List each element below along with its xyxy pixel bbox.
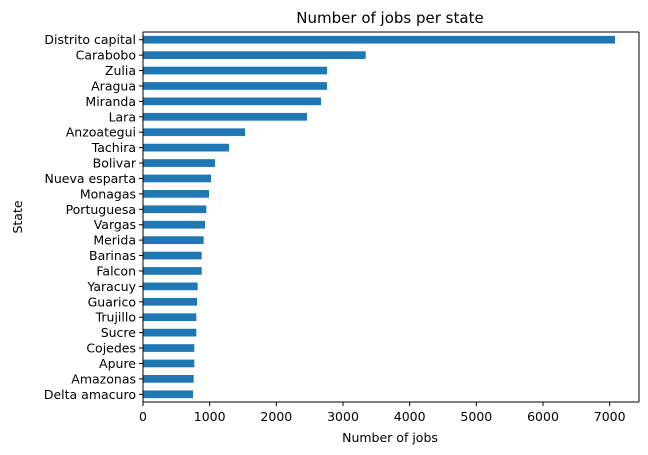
y-tick-label: Falcon — [96, 263, 136, 278]
y-tick-label: Delta amacuro — [44, 387, 136, 402]
x-tick-label: 0 — [139, 409, 147, 424]
bar-yaracuy — [143, 282, 198, 291]
bar-miranda — [143, 97, 321, 106]
x-tick-label: 6000 — [527, 409, 559, 424]
y-tick-label: Carabobo — [76, 48, 136, 63]
bar-sucre — [143, 328, 197, 337]
bar-lara — [143, 112, 307, 121]
bar-nueva-esparta — [143, 174, 211, 183]
y-tick-label: Vargas — [94, 217, 136, 232]
bar-carabobo — [143, 51, 366, 59]
y-tick-label: Cojedes — [86, 341, 136, 356]
y-tick-label: Monagas — [80, 186, 136, 201]
bar-portuguesa — [143, 205, 207, 214]
bar-amazonas — [143, 375, 194, 383]
x-tick-label: 1000 — [194, 409, 226, 424]
x-tick-label: 3000 — [327, 409, 359, 424]
y-tick-label: Tachira — [91, 140, 136, 155]
bar-apure — [143, 359, 195, 368]
bars-group — [143, 35, 615, 399]
x-axis-ticks: 0 1000 2000 3000 4000 5000 6000 7000 — [139, 402, 626, 424]
x-axis-title: Number of jobs — [342, 430, 438, 445]
bar-cojedes — [143, 344, 195, 352]
y-tick-label: Distrito capital — [44, 32, 136, 47]
bar-vargas — [143, 220, 205, 229]
bar-zulia — [143, 66, 327, 75]
y-axis-ticks: Distrito capitalCaraboboZuliaAraguaMiran… — [44, 32, 143, 402]
bar-merida — [143, 236, 204, 244]
x-tick-label: 4000 — [394, 409, 426, 424]
bar-bolivar — [143, 159, 215, 167]
bar-distrito-capital — [143, 35, 615, 44]
y-tick-label: Guarico — [88, 294, 136, 309]
y-tick-label: Barinas — [89, 248, 136, 263]
y-tick-label: Merida — [93, 233, 136, 248]
bar-falcon — [143, 267, 202, 275]
bar-aragua — [143, 82, 327, 90]
bar-guarico — [143, 297, 197, 306]
bar-delta-amacuro — [143, 390, 193, 399]
y-tick-label: Nueva esparta — [45, 171, 137, 186]
bar-trujillo — [143, 313, 197, 322]
y-tick-label: Portuguesa — [66, 202, 136, 217]
y-tick-label: Aragua — [91, 78, 136, 93]
y-tick-label: Bolivar — [93, 156, 137, 171]
x-tick-label: 2000 — [260, 409, 292, 424]
y-tick-label: Zulia — [105, 63, 136, 78]
chart-title: Number of jobs per state — [296, 9, 483, 27]
y-tick-label: Amazonas — [71, 371, 136, 386]
y-tick-label: Lara — [109, 109, 136, 124]
y-tick-label: Sucre — [101, 325, 137, 340]
x-tick-label: 5000 — [460, 409, 492, 424]
bar-tachira — [143, 143, 229, 152]
y-tick-label: Miranda — [85, 94, 136, 109]
bar-barinas — [143, 251, 202, 260]
y-tick-label: Trujillo — [95, 310, 136, 325]
y-tick-label: Anzoategui — [66, 125, 136, 140]
x-tick-label: 7000 — [594, 409, 626, 424]
bar-anzoategui — [143, 128, 245, 137]
bar-monagas — [143, 190, 209, 198]
y-axis-title: State — [10, 200, 25, 233]
y-tick-label: Yaracuy — [86, 279, 136, 294]
y-tick-label: Apure — [99, 356, 136, 371]
